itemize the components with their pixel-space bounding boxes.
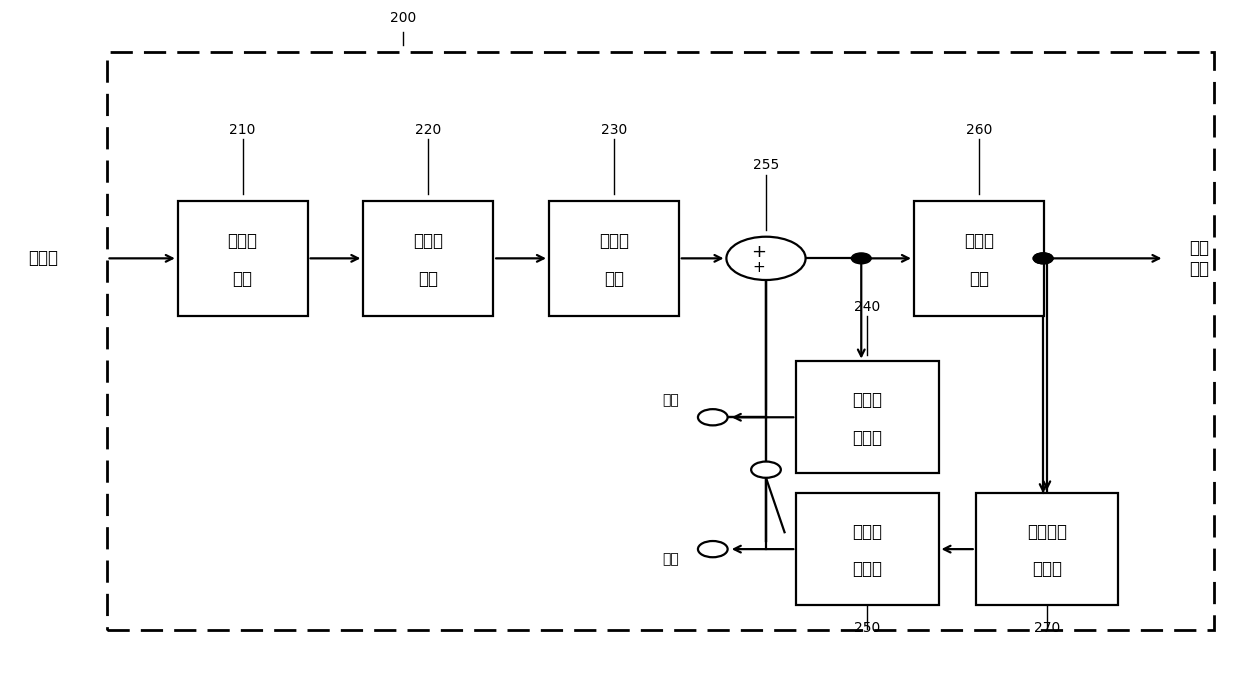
Circle shape <box>852 253 872 263</box>
Bar <box>549 201 678 316</box>
Text: +: + <box>751 242 766 261</box>
Circle shape <box>1033 253 1053 263</box>
Text: 单元: 单元 <box>418 270 438 288</box>
Text: 重建
画面: 重建 画面 <box>1189 239 1209 278</box>
Text: 250: 250 <box>854 621 880 636</box>
Bar <box>796 494 939 605</box>
Text: 单元: 单元 <box>604 270 624 288</box>
Text: 反量化: 反量化 <box>413 232 443 251</box>
Text: 230: 230 <box>600 123 627 136</box>
Bar <box>363 201 494 316</box>
Text: 滤波器: 滤波器 <box>963 232 993 251</box>
Text: 240: 240 <box>854 300 880 314</box>
Text: 260: 260 <box>966 123 992 136</box>
Text: 帧内: 帧内 <box>662 393 680 407</box>
Text: 220: 220 <box>415 123 441 136</box>
Bar <box>914 201 1044 316</box>
Text: 210: 210 <box>229 123 255 136</box>
Text: 200: 200 <box>391 11 417 25</box>
Text: +: + <box>753 259 765 274</box>
Bar <box>976 494 1118 605</box>
Text: 帧内预: 帧内预 <box>852 391 883 409</box>
Text: 270: 270 <box>1034 621 1060 636</box>
Circle shape <box>698 409 728 425</box>
Circle shape <box>1033 253 1053 263</box>
Text: 测单元: 测单元 <box>852 428 883 447</box>
Circle shape <box>698 541 728 557</box>
Text: 比特流: 比特流 <box>29 249 58 268</box>
Text: 熏解码: 熏解码 <box>228 232 258 251</box>
Text: 运动补: 运动补 <box>852 524 883 541</box>
Bar <box>796 361 939 473</box>
Text: 单元: 单元 <box>968 270 988 288</box>
Circle shape <box>727 237 806 280</box>
Text: 缓冲器: 缓冲器 <box>1032 560 1061 579</box>
Circle shape <box>751 462 781 478</box>
Text: 偿单元: 偿单元 <box>852 560 883 579</box>
Text: 参考画面: 参考画面 <box>1027 524 1066 541</box>
Text: 255: 255 <box>753 158 779 172</box>
Text: 单元: 单元 <box>233 270 253 288</box>
Bar <box>107 52 1214 630</box>
Bar <box>177 201 308 316</box>
Text: 逆变换: 逆变换 <box>599 232 629 251</box>
Text: 帧间: 帧间 <box>662 552 680 566</box>
